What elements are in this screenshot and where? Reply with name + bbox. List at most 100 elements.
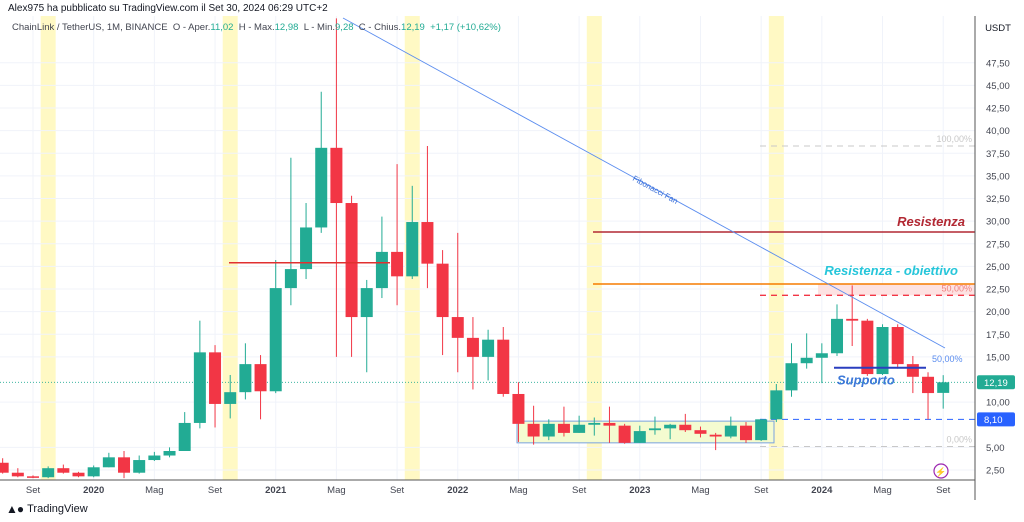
- close-value: 12,19: [401, 22, 425, 33]
- last-price-badge: [977, 375, 1015, 390]
- time-tick: 2022: [447, 485, 468, 496]
- time-tick: 2024: [811, 485, 833, 496]
- candle-body: [72, 472, 85, 477]
- lightning-icon: [933, 463, 949, 479]
- candle-body: [876, 327, 889, 375]
- candle-body: [224, 392, 237, 404]
- candle-body: [831, 318, 844, 354]
- candle-body: [922, 376, 935, 394]
- candles: [0, 18, 950, 479]
- time-tick: Set: [26, 485, 41, 496]
- candle-body: [284, 269, 297, 289]
- candle-body: [891, 327, 904, 365]
- candle-body: [315, 147, 328, 228]
- candle-body: [770, 390, 783, 420]
- low-label: L - Min.: [303, 22, 336, 33]
- candle-body: [254, 364, 267, 392]
- time-tick: Mag: [509, 485, 527, 496]
- time-tick: Mag: [691, 485, 709, 496]
- open-label: O - Aper.: [172, 22, 211, 33]
- candle-body: [466, 337, 479, 357]
- candle-body: [102, 457, 115, 468]
- candle-body: [694, 430, 707, 434]
- low-value: 9,28: [335, 22, 354, 33]
- candle-body: [846, 318, 859, 321]
- season-band: [768, 16, 784, 480]
- fib-level-label: 50,00%: [941, 283, 972, 293]
- price-tick: 45,00: [986, 81, 1010, 92]
- fibonacci-fan-label: Fibonacci Fan: [631, 174, 679, 206]
- candle-body: [739, 425, 752, 441]
- support-price-badge: [977, 412, 1015, 427]
- candle-body: [239, 364, 252, 393]
- candle-body: [300, 227, 313, 270]
- price-tick: 35,00: [986, 171, 1010, 182]
- tradingview-logo-icon: ▲●: [6, 502, 24, 516]
- candle-body: [557, 423, 570, 433]
- time-tick: Set: [936, 485, 951, 496]
- candle-body: [618, 425, 631, 443]
- target-label: Resistenza - obiettivo: [824, 263, 958, 278]
- tradingview-logo[interactable]: ▲● TradingView: [6, 502, 88, 516]
- time-tick: Set: [572, 485, 587, 496]
- candle-body: [542, 423, 555, 437]
- target-zone: [818, 284, 975, 296]
- time-tick: Set: [754, 485, 769, 496]
- symbol-name[interactable]: ChainLink / TetherUS, 1M, BINANCE: [12, 22, 168, 33]
- annotations: 100,00% 50,00% 0,00% Resistenza Resistenza -…: [229, 17, 975, 479]
- close-label: C - Chius.: [358, 22, 402, 33]
- candle-body: [709, 434, 722, 437]
- price-tick: 47,50: [986, 58, 1010, 69]
- price-tick: 5,00: [986, 443, 1005, 454]
- tradingview-brand: TradingView: [27, 503, 88, 515]
- candle-body: [391, 251, 404, 277]
- price-tick: 32,50: [986, 194, 1010, 205]
- time-tick: Set: [208, 485, 223, 496]
- price-tick: 30,00: [986, 217, 1010, 228]
- candle-body: [118, 457, 131, 473]
- candle-body: [193, 352, 206, 423]
- candle-body: [937, 382, 950, 393]
- candle-body: [209, 352, 222, 404]
- time-tick: Mag: [873, 485, 891, 496]
- last-price-badge-text: 12,19: [984, 378, 1008, 389]
- high-label: H - Max.: [238, 22, 275, 33]
- price-tick: 42,50: [986, 104, 1010, 115]
- season-band: [222, 16, 238, 480]
- candle-body: [163, 450, 176, 456]
- candle-body: [330, 147, 343, 204]
- candle-body: [27, 476, 39, 478]
- change-value: +1,17 (+10,62%): [430, 22, 501, 33]
- time-tick: 2020: [83, 485, 104, 496]
- candle-body: [755, 419, 768, 441]
- candle-body: [57, 468, 70, 473]
- candle-body: [345, 203, 358, 318]
- candle-body: [421, 222, 434, 264]
- resistance-label: Resistenza: [897, 214, 965, 229]
- season-band: [40, 16, 56, 480]
- candle-body: [633, 431, 646, 443]
- candle-body: [679, 424, 692, 431]
- candle-body: [482, 339, 495, 357]
- candle-body: [451, 317, 464, 338]
- price-tick: 2,50: [986, 466, 1005, 477]
- time-tick: 2023: [629, 485, 650, 496]
- price-tick: 25,00: [986, 262, 1010, 273]
- candle-body: [133, 460, 146, 473]
- candle-body: [861, 320, 874, 375]
- price-tick: 37,50: [986, 149, 1010, 160]
- price-tick: 22,50: [986, 285, 1010, 296]
- candle-body: [0, 462, 9, 473]
- candle-body: [148, 455, 161, 461]
- publish-info: Alex975 ha pubblicato su TradingView.com…: [8, 3, 328, 14]
- candle-body: [87, 467, 100, 477]
- candle-body: [573, 424, 586, 433]
- symbol-legend: ChainLink / TetherUS, 1M, BINANCE O - Ap…: [12, 22, 501, 33]
- lightning-glyph: ⚡: [935, 466, 946, 478]
- candle-body: [800, 357, 813, 364]
- fib-level-label: 100,00%: [936, 134, 972, 144]
- grid: [0, 16, 975, 480]
- candle-body: [527, 423, 540, 437]
- price-tick: 10,00: [986, 398, 1010, 409]
